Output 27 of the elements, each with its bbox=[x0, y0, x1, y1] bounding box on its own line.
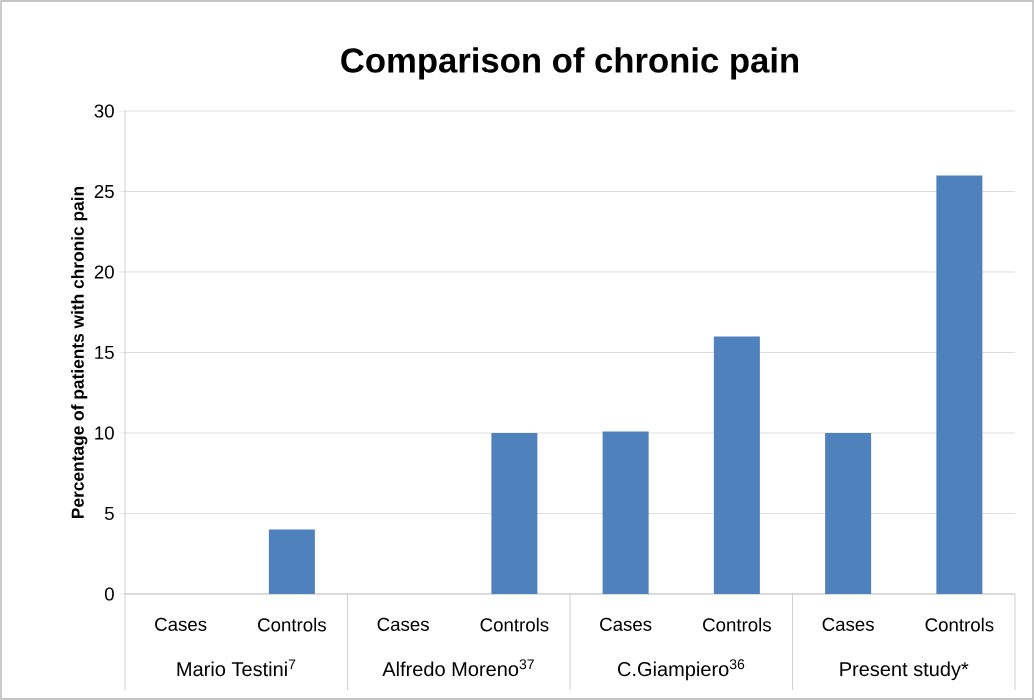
text: Mario Testini$^{7}$ bbox=[177, 659, 296, 677]
chart-title: Comparison of chronic pain bbox=[341, 47, 799, 80]
y-tick-label: 15 bbox=[95, 345, 114, 360]
text: Alfredo Moreno$^{37}$ bbox=[382, 659, 534, 677]
text: C.Giampiero$^{36}$ bbox=[618, 659, 745, 681]
bar bbox=[268, 529, 315, 594]
bar bbox=[713, 336, 760, 594]
y-tick-label: 5 bbox=[104, 506, 114, 521]
y-tick-label: 0 bbox=[104, 587, 114, 601]
x-tick-label: Cases bbox=[377, 617, 429, 631]
bar bbox=[936, 175, 983, 594]
x-tick-label: Controls bbox=[258, 617, 326, 632]
x-tick-label: Cases bbox=[822, 617, 874, 631]
bar bbox=[491, 433, 538, 594]
y-tick-label: 20 bbox=[94, 265, 114, 279]
x-tick-label: Cases bbox=[600, 617, 652, 631]
x-tick-label: Cases bbox=[155, 617, 207, 631]
x-tick-label: Controls bbox=[925, 617, 994, 632]
text: Present study* bbox=[840, 661, 969, 681]
y-axis-title: Percentage of patients with chronic pain bbox=[71, 186, 88, 518]
y-tick-label: 25 bbox=[94, 184, 114, 199]
y-tick-label: 10 bbox=[95, 426, 114, 440]
y-tick-label: 30 bbox=[94, 104, 114, 118]
bar bbox=[825, 433, 872, 594]
x-tick-label: Controls bbox=[480, 617, 549, 632]
x-tick-label: Controls bbox=[703, 617, 771, 632]
bar bbox=[602, 431, 649, 594]
